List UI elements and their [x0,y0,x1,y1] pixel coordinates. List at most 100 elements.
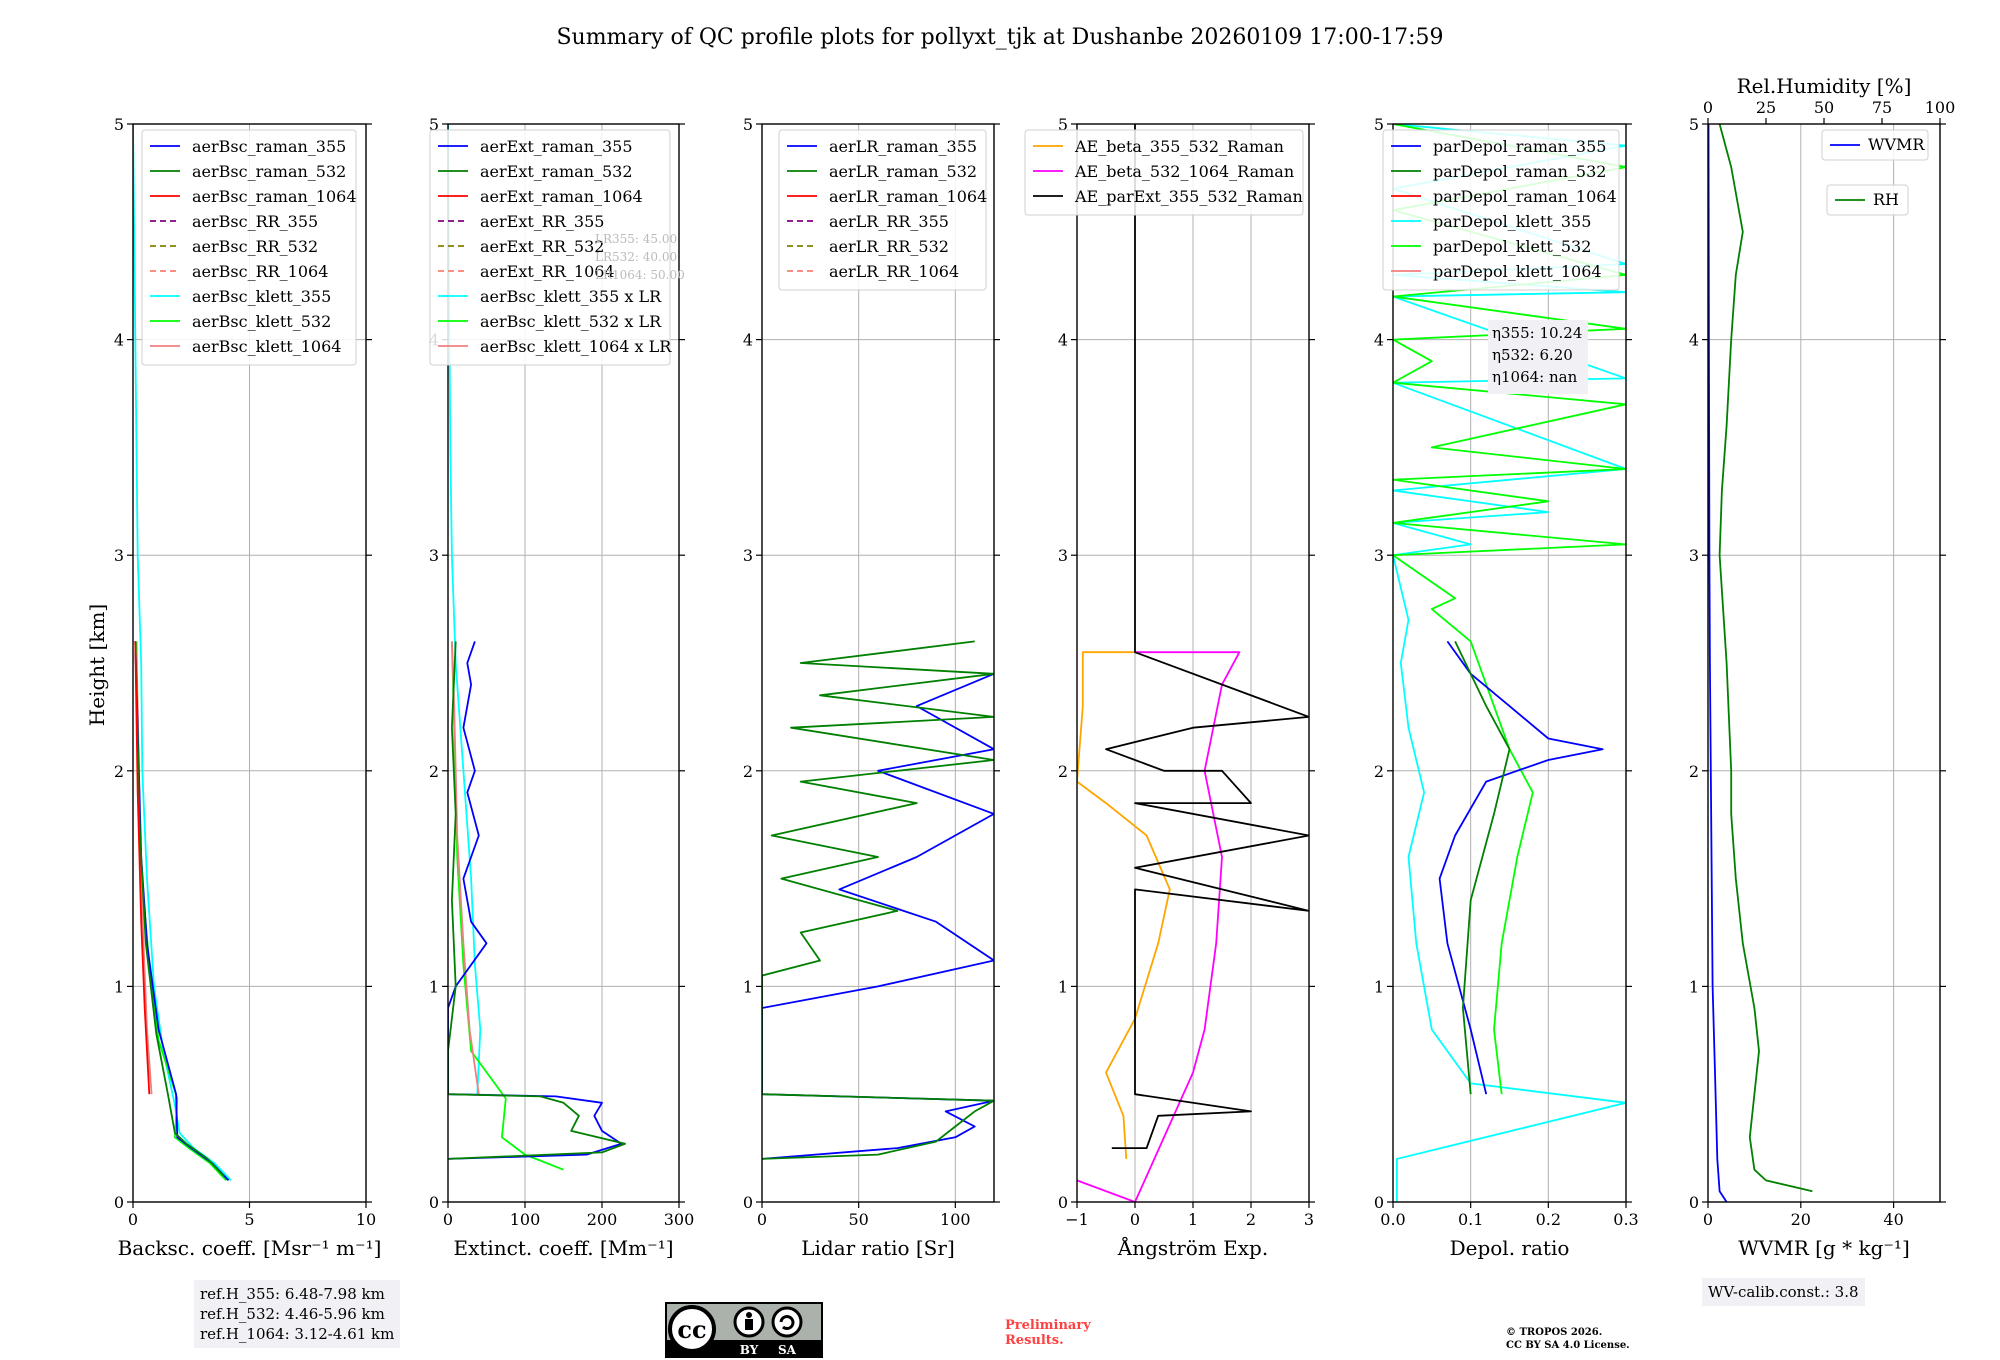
y-tick-label: 0 [743,1193,753,1212]
y-tick-label: 1 [1689,977,1699,996]
copyright-note: © TROPOS 2026. CC BY SA 4.0 License. [1506,1326,1630,1352]
by-text: BY [740,1343,759,1357]
y-tick-label: 4 [743,331,753,350]
series-line-parDepol_raman_532 [1454,641,1511,1095]
x-tick-label: 200 [587,1210,618,1229]
legend-box [429,129,671,366]
y-tick-label: 0 [1374,1193,1384,1212]
ref-height-532: ref.H_532: 4.46-5.96 km [200,1305,385,1323]
y-tick-label: 5 [1374,115,1384,134]
series-line-RH [1718,124,1813,1193]
series-line-aerBsc_klett_355 [133,124,232,1182]
annotation-box [1488,320,1588,394]
legend-label: parDepol_klett_1064 [1433,262,1602,281]
legend-label: aerLR_raman_1064 [829,187,987,206]
y-tick-label: 3 [743,546,753,565]
ref-height-box: ref.H_355: 6.48-7.98 km ref.H_532: 4.46-… [194,1280,401,1348]
y-tick-label: 1 [114,977,124,996]
preliminary-note: Preliminary Results. [1005,1318,1091,1348]
y-tick-label: 4 [1374,331,1384,350]
x-axis-label: Depol. ratio [1450,1236,1570,1260]
legend-label: aerBsc_klett_355 [192,287,331,306]
y-tick-label: 2 [743,762,753,781]
preliminary-line-2: Results. [1005,1333,1064,1348]
sa-arrow-icon [779,1315,795,1330]
y-tick-label: 3 [1374,546,1384,565]
legend-label: aerBsc_raman_532 [192,162,346,181]
legend: aerBsc_raman_355 aerBsc_raman_532 aerBsc_r… [141,129,357,366]
series-line-aerBsc_klett_1064 x LR [451,641,480,1095]
ref-height-355: ref.H_355: 6.48-7.98 km [200,1285,385,1303]
cc-text: cc [677,1315,706,1344]
top-tick-label: 50 [1814,98,1834,117]
legend-label: aerBsc_raman_1064 [192,187,357,206]
series-line-AE_beta_532_1064_Raman [1077,651,1241,1202]
x-tick-label: 5 [244,1210,254,1229]
y-tick-label: 2 [1689,762,1699,781]
legend-label: parDepol_raman_1064 [1433,187,1617,206]
series-line-AE_beta_355_532_Raman [1077,651,1171,1159]
legend-label: RH [1873,190,1899,209]
legend-box [1826,184,1909,216]
legend: parDepol_raman_355 parDepol_raman_532 parD… [1382,129,1620,291]
series-line-parDepol_klett_532 [1393,124,1626,1095]
x-tick-label: 0.3 [1613,1210,1638,1229]
legend-label: aerBsc_klett_355 x LR [480,287,662,306]
legend-label: parDepol_klett_532 [1433,237,1591,256]
legend-box [1821,129,1929,161]
axes-frame [761,123,995,1203]
annotation-line: LR1064: 50.00 [595,268,685,282]
series-group [1708,124,1813,1202]
y-tick-label: 3 [1058,546,1068,565]
legend-label: aerBsc_klett_1064 x LR [480,337,672,356]
legend-label: aerLR_raman_532 [829,162,977,181]
annotation-line: LR532: 40.00 [595,250,677,264]
annotation: LR355: 45.00 LR532: 40.00 LR1064: 50.00 [595,232,685,282]
panel-depol: 0.0 0.1 0.2 0.3 0 1 2 3 4 5 Depol. ratio parDepol_r… [1374,115,1639,1260]
y-tick-label: 5 [743,115,753,134]
annotation-line: η1064: nan [1492,368,1578,386]
legend-label: parDepol_raman_355 [1433,137,1606,156]
axes-frame [1707,123,1941,1203]
x-tick-label: 0.0 [1380,1210,1405,1229]
legend-label: aerBsc_raman_355 [192,137,346,156]
y-tick-label: 1 [1374,977,1384,996]
y-tick-label: 0 [429,1193,439,1212]
series-group [762,640,994,1160]
legend-label: aerBsc_RR_1064 [192,262,328,281]
x-tick-label: 1 [1188,1210,1198,1229]
series-line-aerExt_raman_355 [448,641,623,1160]
x-axis-label: Backsc. coeff. [Msr⁻¹ m⁻¹] [118,1236,382,1260]
annotation: η355: 10.24 η532: 6.20 η1064: nan [1488,320,1588,394]
x-tick-label: −1 [1065,1210,1089,1229]
top-tick-label: 0 [1703,98,1713,117]
legend-label: parDepol_klett_355 [1433,212,1591,231]
legend-label: aerExt_RR_1064 [480,262,615,281]
legend-label: aerExt_RR_532 [480,237,604,256]
series-line-aerLR_raman_355 [762,672,994,1160]
legend-label: aerBsc_RR_355 [192,212,318,231]
copyright-line-2: CC BY SA 4.0 License. [1506,1340,1630,1351]
legend-label: aerLR_RR_532 [829,237,949,256]
x-tick-label: 50 [848,1210,868,1229]
annotation-line: η355: 10.24 [1492,324,1582,342]
wv-calib-box: WV-calib.const.: 3.8 [1702,1278,1865,1306]
panel-extinction: 0100200300012345Extinct. coeff. [Mm⁻¹]ae… [429,115,694,1260]
series-line-aerBsc_raman_532 [134,641,225,1177]
x-tick-label: 10 [356,1210,376,1229]
annotation-line: η532: 6.20 [1492,346,1573,364]
y-tick-label: 5 [1689,115,1699,134]
y-tick-label: 0 [1058,1193,1068,1212]
legend: aerExt_raman_355 aerExt_raman_532 aerExt_r… [429,129,672,366]
legend-label: aerExt_raman_532 [480,162,633,181]
legend-label: aerLR_RR_355 [829,212,949,231]
x-tick-label: 0.1 [1458,1210,1483,1229]
y-tick-label: 1 [429,977,439,996]
panel-wvmr: 0 20 40 0 1 2 3 4 5 WVMR [g * kg⁻¹] 0 25 50 75 100 Rel.… [1689,74,1955,1260]
figure-title: Summary of QC profile plots for pollyxt_… [556,25,1443,50]
top-tick-label: 75 [1872,98,1892,117]
legend-label: aerLR_RR_1064 [829,262,959,281]
legend-box [778,129,987,291]
y-tick-label: 2 [114,762,124,781]
